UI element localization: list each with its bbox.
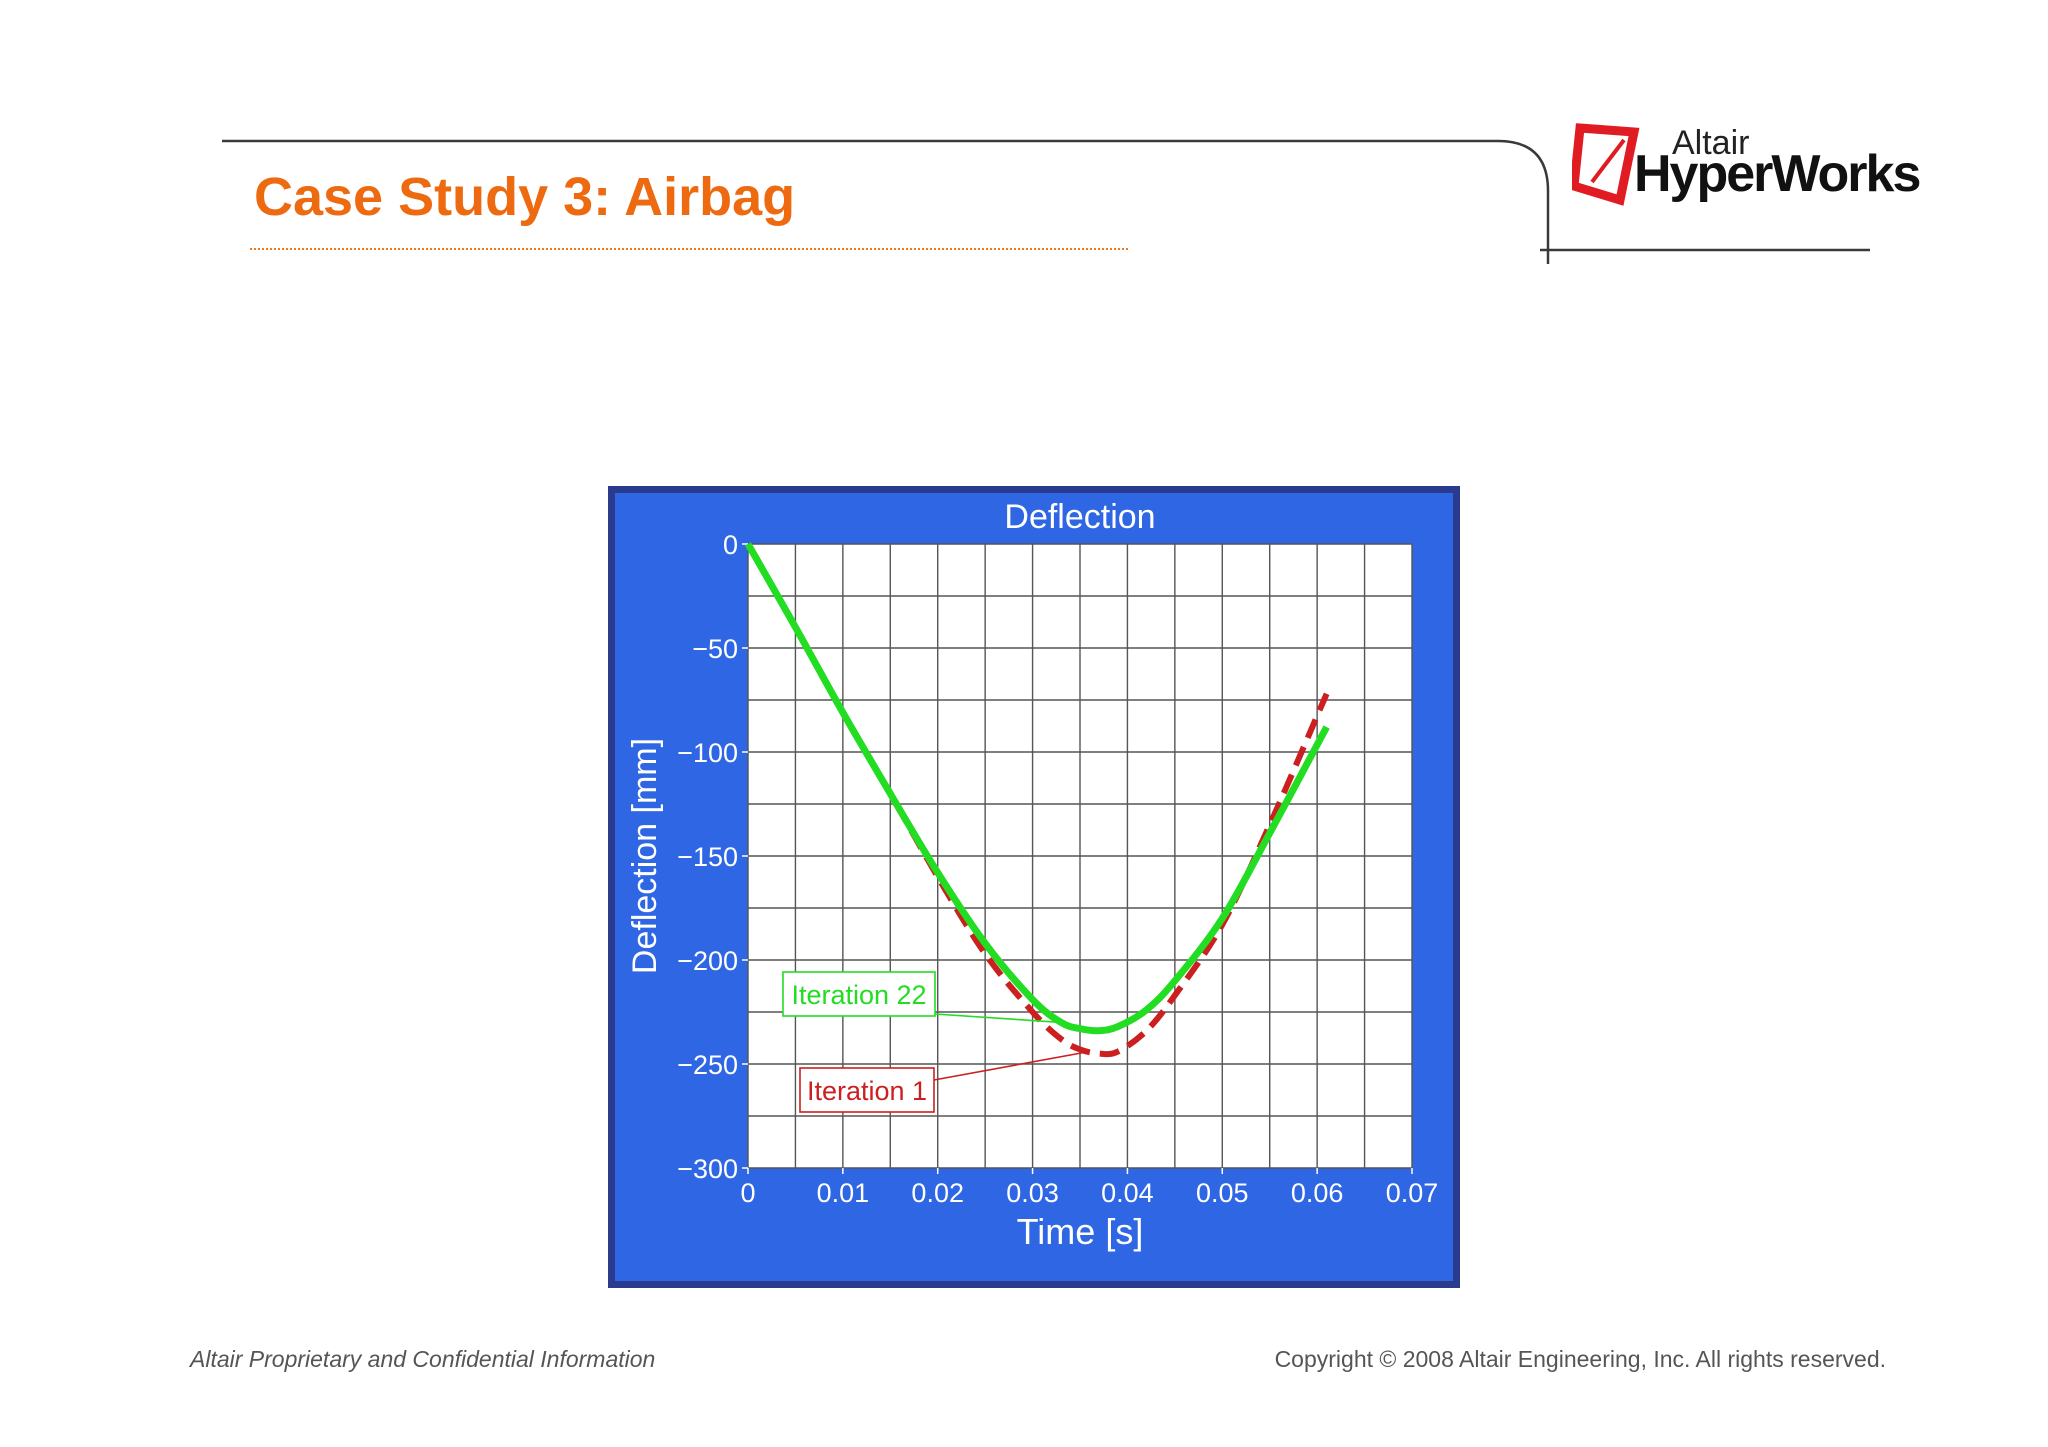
- logo-text-hyperworks: HyperWorks: [1634, 145, 1921, 203]
- footer-confidential: Altair Proprietary and Confidential Info…: [190, 1346, 656, 1372]
- slide-title: Case Study 3: Airbag: [254, 167, 796, 227]
- logo-text-altair: Altair: [1672, 124, 1750, 162]
- y-axis-label: Deflection [mm]: [626, 738, 664, 974]
- x-tick-label: 0.03: [1006, 1178, 1059, 1208]
- header-rule: [222, 139, 1550, 264]
- x-tick-label: 0: [740, 1178, 755, 1208]
- annotation-box: [799, 1067, 935, 1113]
- annotation-leader-line: [934, 1013, 1062, 1024]
- x-tick-label: 0.01: [817, 1178, 870, 1208]
- annotation-box: [782, 971, 936, 1017]
- series-lines: [744, 542, 1330, 1058]
- y-tick-label: 0: [723, 530, 738, 560]
- tick-labels: 0 0.01 0.02 0.03 0.04 0.05 0.06 0.07 0 −50 −100 −15…: [677, 530, 1438, 1208]
- altair-hyperworks-logo: Altair HyperWorks: [1572, 118, 1921, 208]
- x-tick-label: 0.04: [1101, 1178, 1154, 1208]
- x-axis-label: Time [s]: [1017, 1211, 1144, 1252]
- logo-mark-icon: [1572, 123, 1640, 206]
- grid: [747, 543, 1413, 1169]
- x-tick-label: 0.07: [1386, 1178, 1439, 1208]
- title-underline: [250, 248, 1128, 250]
- annotation-label: Iteration 1: [807, 1076, 927, 1106]
- x-tick-label: 0.05: [1196, 1178, 1249, 1208]
- y-tick-label: −250: [677, 1050, 738, 1080]
- y-tick-label: −100: [677, 738, 738, 768]
- annotation-label: Iteration 22: [791, 980, 926, 1010]
- x-tick-label: 0.02: [911, 1178, 964, 1208]
- annotations: Iteration 22 Iteration 1: [782, 971, 1090, 1113]
- chart-title: Deflection: [1004, 498, 1155, 536]
- x-tick-label: 0.06: [1291, 1178, 1344, 1208]
- deflection-chart: 0 0.01 0.02 0.03 0.04 0.05 0.06 0.07 0 −50 −100 −15…: [608, 486, 1460, 1288]
- annotation-leader-line: [933, 1050, 1090, 1081]
- series-line-iteration-22: [744, 542, 1330, 1035]
- footer-copyright: Copyright © 2008 Altair Engineering, Inc…: [1274, 1346, 1886, 1372]
- header-frame: [222, 139, 1870, 264]
- y-tick-label: −150: [677, 842, 738, 872]
- y-tick-label: −50: [692, 634, 738, 664]
- y-tick-label: −200: [677, 946, 738, 976]
- y-tick-label: −300: [677, 1154, 738, 1184]
